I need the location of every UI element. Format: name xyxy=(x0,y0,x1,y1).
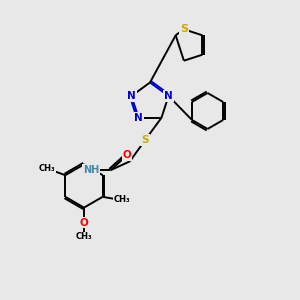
Text: CH₃: CH₃ xyxy=(39,164,56,173)
Text: N: N xyxy=(164,91,173,101)
Text: O: O xyxy=(80,218,88,228)
Text: S: S xyxy=(180,24,188,34)
Text: N: N xyxy=(134,113,143,123)
Text: NH: NH xyxy=(83,165,99,175)
Text: CH₃: CH₃ xyxy=(76,232,92,241)
Text: N: N xyxy=(127,91,136,101)
Text: O: O xyxy=(123,150,131,160)
Text: CH₃: CH₃ xyxy=(114,195,130,204)
Text: S: S xyxy=(141,135,149,145)
